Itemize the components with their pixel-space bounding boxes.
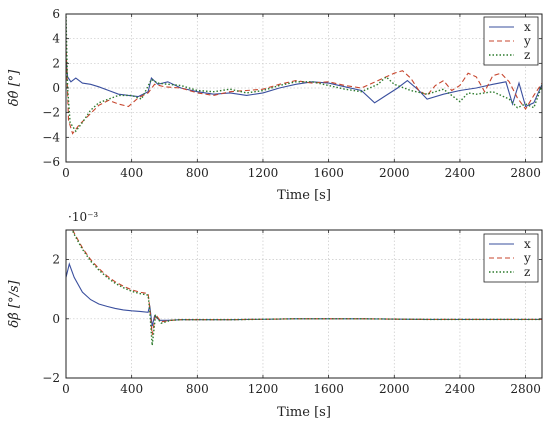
tick-labels: 0 400 800 1200 1600 2000 2400 2800−202	[42, 230, 542, 396]
legend-label-x: x	[524, 20, 531, 34]
x-axis-label: Time [s]	[277, 405, 331, 420]
x-tick-label: 800	[186, 166, 209, 180]
chart-grid	[65, 13, 542, 163]
series-layer	[66, 230, 542, 346]
series-line-z	[66, 16, 542, 133]
y-axis-label: δβ̂ [°/s]	[7, 279, 22, 327]
legend: xyz	[483, 233, 539, 283]
y-tick-label: −4	[42, 130, 60, 144]
legend-label-z: z	[524, 265, 530, 279]
legend-label-z: z	[524, 48, 530, 62]
y-scale-label: ·10⁻³	[68, 210, 98, 224]
x-tick-label: 400	[120, 166, 143, 180]
tick-labels: 0 400 800 1200 1600 2000 2400 2800 −6 −4 −2 0 2 4 6	[42, 7, 542, 180]
y-tick-label: 4	[52, 32, 60, 46]
legend-label-x: x	[524, 237, 531, 251]
x-tick-label: 2000	[379, 166, 410, 180]
x-tick-label: 2800	[510, 166, 541, 180]
x-tick-label: 0	[62, 166, 70, 180]
y-tick-label: 2	[52, 56, 60, 70]
x-tick-label: 1200	[248, 382, 279, 396]
y-tick-label: 2	[52, 253, 60, 267]
x-tick-label: 1600	[313, 382, 344, 396]
y-tick-label: 6	[52, 7, 60, 21]
legend-label-y: y	[523, 251, 531, 265]
y-tick-label: 0	[52, 81, 60, 95]
series-line-y	[72, 230, 542, 336]
chart-attitude-error: 0 400 800 1200 1600 2000 2400 2800 −6 −4 −2 0 2 4 6 Ti…	[7, 7, 543, 203]
x-tick-label: 0	[62, 382, 70, 396]
series-line-x	[66, 58, 542, 108]
y-axis-label: δθ̂ [°]	[7, 69, 22, 106]
series-line-z	[71, 230, 542, 346]
y-tick-label: 0	[52, 312, 60, 326]
series-layer	[66, 16, 542, 135]
x-tick-label: 400	[120, 382, 143, 396]
y-tick-label: −6	[42, 155, 60, 169]
chart-grid	[65, 230, 542, 379]
y-tick-label: −2	[42, 106, 60, 120]
legend: xyz	[483, 16, 539, 66]
series-line-x	[66, 262, 542, 327]
chart-rate-bias-error: 0 400 800 1200 1600 2000 2400 2800−202 ·10⁻³ Ti…	[7, 210, 543, 420]
plot-frame	[65, 229, 543, 379]
x-axis-label: Time [s]	[277, 188, 331, 203]
y-tick-label: −2	[42, 371, 60, 385]
x-tick-label: 1200	[248, 166, 279, 180]
x-tick-label: 800	[186, 382, 209, 396]
x-tick-label: 2400	[445, 382, 476, 396]
legend-label-y: y	[523, 34, 531, 48]
x-tick-label: 2800	[510, 382, 541, 396]
x-tick-label: 2000	[379, 382, 410, 396]
x-tick-label: 2400	[445, 166, 476, 180]
x-tick-label: 1600	[313, 166, 344, 180]
series-line-y	[66, 43, 542, 135]
